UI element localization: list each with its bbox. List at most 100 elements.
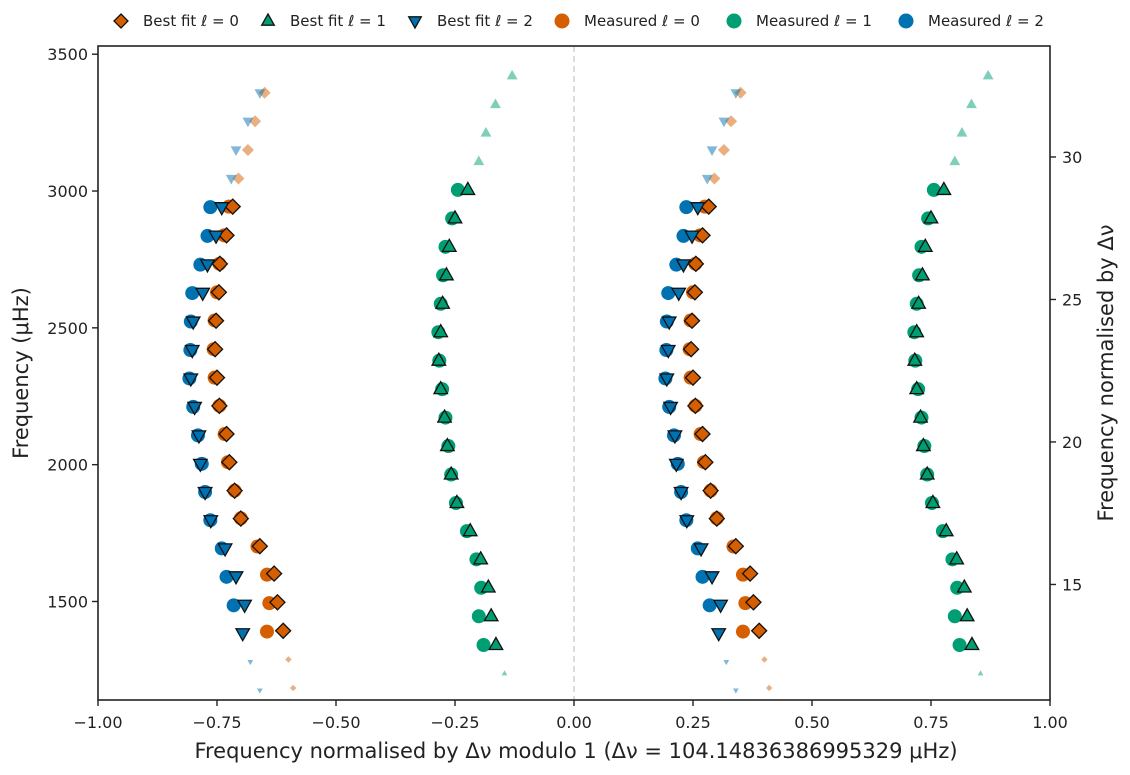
legend-marker-best-fit-1 — [260, 12, 276, 26]
best-fit-1-point-20 — [490, 98, 501, 109]
best-fit-2-point-2-mirror — [710, 628, 727, 643]
best-fit-0-point-4 — [265, 565, 283, 582]
best-fit-0-point-11-mirror — [684, 369, 702, 387]
best-fit-2-point-2 — [234, 628, 251, 643]
legend-label-measured-1: Measured ℓ = 1 — [756, 12, 872, 30]
best-fit-1-point-4 — [472, 550, 489, 565]
best-fit-0-point-14 — [210, 283, 228, 301]
best-fit-2-point-10-mirror — [662, 401, 679, 416]
x-axis-label: Frequency normalised by Δν modulo 1 (Δν … — [194, 739, 957, 763]
best-fit-1-point-2 — [483, 607, 500, 622]
best-fit-2-point-11 — [182, 373, 199, 388]
best-fit-2-point-16-mirror — [684, 230, 700, 245]
legend-label-measured-2: Measured ℓ = 2 — [928, 12, 1044, 30]
best-fit-2-point-11-mirror — [658, 373, 675, 388]
best-fit-1-point-6-mirror — [925, 494, 941, 509]
best-fit-0-point-19 — [241, 143, 254, 156]
measured-0-point-0 — [259, 624, 274, 639]
best-fit-1-point-10 — [432, 380, 449, 395]
best-fit-2-point-3 — [236, 599, 253, 614]
best-fit-0-point-8-mirror — [696, 453, 714, 471]
x-tick-label: 0.25 — [675, 713, 711, 732]
best-fit-1-point-12 — [432, 323, 449, 338]
best-fit-2-point-9-mirror — [667, 430, 683, 445]
best-fit-0-point-0-mirror — [765, 684, 773, 692]
secondary-y-axis-ticks: 15 20 25 30 — [1050, 148, 1082, 594]
y-axis-ticks: 1500 2000 2500 3000 3500 — [47, 45, 98, 611]
best-fit-2-point-21-mirror — [730, 89, 742, 99]
best-fit-0-point-9 — [218, 425, 235, 443]
legend-label-best-fit-1: Best fit ℓ = 1 — [290, 12, 386, 30]
legend-marker-measured-2 — [898, 13, 914, 29]
measured-2-point-11 — [185, 286, 200, 301]
best-fit-2-point-1-mirror — [723, 660, 730, 666]
best-fit-0-point-14-mirror — [686, 283, 704, 301]
legend-marker-measured-0 — [554, 13, 570, 29]
best-fit-1-point-1 — [488, 636, 504, 651]
best-fit-1-point-1-mirror — [964, 636, 980, 651]
best-fit-2-point-4-mirror — [704, 571, 720, 586]
x-tick-label: 0.50 — [794, 713, 830, 732]
best-fit-2-point-6 — [202, 515, 219, 530]
best-fit-1-point-3 — [480, 578, 497, 593]
best-fit-1-point-19-mirror — [956, 127, 968, 137]
measured-2-point-0-mirror — [702, 598, 717, 613]
best-fit-1-point-0-mirror — [977, 670, 984, 676]
best-fit-1-point-7-mirror — [919, 465, 936, 480]
x-tick-label: −0.50 — [311, 713, 360, 732]
best-fit-1-point-5 — [462, 522, 479, 537]
best-fit-1-point-3-mirror — [956, 578, 973, 593]
best-fit-0-point-12 — [206, 340, 224, 358]
y-tick-label: 1500 — [47, 592, 88, 611]
best-fit-1-point-11 — [430, 351, 447, 366]
legend-marker-best-fit-0 — [113, 13, 129, 29]
best-fit-2-point-10 — [186, 401, 203, 416]
best-fit-2-point-19-mirror — [706, 146, 718, 156]
best-fit-2-point-20 — [242, 117, 254, 128]
measured-1-point-0 — [476, 637, 491, 652]
x-tick-label: 1.00 — [1032, 713, 1068, 732]
best-fit-1-point-17 — [459, 181, 476, 196]
best-fit-2-point-17-mirror — [689, 202, 706, 216]
best-fit-2-point-18 — [225, 174, 237, 185]
best-fit-2-point-17 — [213, 202, 230, 216]
measured-1-point-1 — [471, 609, 486, 624]
best-fit-0-point-7 — [226, 482, 244, 500]
best-fit-2-point-14-mirror — [670, 287, 687, 302]
best-fit-2-point-18-mirror — [701, 174, 713, 185]
best-fit-2-point-13 — [185, 316, 202, 331]
y-tick-label: 2000 — [47, 456, 88, 475]
best-fit-0-point-7-mirror — [702, 482, 720, 500]
measured-2-point-11-mirror — [661, 286, 676, 301]
best-fit-2-point-15-mirror — [675, 259, 692, 274]
best-fit-1-point-6 — [449, 494, 465, 509]
best-fit-1-point-20-mirror — [966, 98, 977, 109]
legend-label-measured-0: Measured ℓ = 0 — [584, 12, 700, 30]
y-axis-label: Frequency (μHz) — [9, 287, 33, 459]
plot-area — [97, 45, 1051, 701]
best-fit-0-point-6 — [232, 510, 250, 527]
y2-tick-label: 15 — [1062, 575, 1082, 594]
best-fit-2-point-19 — [230, 146, 242, 156]
best-fit-1-point-9 — [436, 408, 453, 423]
best-fit-1-point-14-mirror — [914, 266, 931, 281]
best-fit-2-point-14 — [194, 287, 211, 302]
best-fit-1-point-16-mirror — [923, 209, 939, 224]
best-fit-0-point-10-mirror — [686, 397, 704, 415]
best-fit-0-point-3 — [269, 593, 286, 611]
best-fit-2-point-7 — [197, 486, 213, 501]
best-fit-0-point-10 — [210, 397, 228, 415]
best-fit-1-point-19 — [480, 127, 492, 137]
measured-1-point-1-mirror — [947, 609, 962, 624]
best-fit-2-point-0 — [256, 688, 263, 694]
best-fit-1-point-7 — [443, 465, 460, 480]
best-fit-0-point-13-mirror — [683, 312, 701, 330]
best-fit-2-point-20-mirror — [718, 117, 730, 128]
y-tick-label: 2500 — [47, 319, 88, 338]
best-fit-0-point-13 — [207, 312, 225, 330]
measured-2-point-14-mirror — [679, 200, 694, 215]
best-fit-0-point-15 — [211, 255, 229, 273]
best-fit-0-point-9-mirror — [694, 425, 711, 443]
best-fit-1-point-16 — [447, 209, 463, 224]
best-fit-0-point-4-mirror — [741, 565, 759, 582]
